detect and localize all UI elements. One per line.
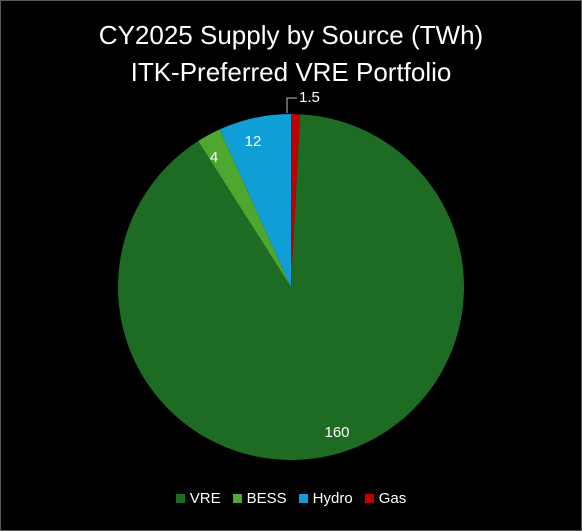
data-label-bess: 4 xyxy=(210,149,218,166)
legend-label-gas: Gas xyxy=(378,490,407,507)
pie-slice-bess xyxy=(198,129,291,287)
legend-swatch-gas xyxy=(364,494,374,503)
legend-swatch-hydro xyxy=(298,494,308,503)
chart-legend: VRE BESS Hydro Gas xyxy=(0,490,582,507)
legend-item-hydro: Hydro xyxy=(298,490,353,507)
legend-item-gas: Gas xyxy=(364,490,407,507)
legend-swatch-bess xyxy=(232,494,242,503)
pie-slice-vre xyxy=(117,114,464,461)
pie-slice-gas xyxy=(291,114,301,287)
legend-item-vre: VRE xyxy=(175,490,221,507)
data-label-hydro: 12 xyxy=(245,133,262,150)
chart-title: CY2025 Supply by Source (TWh) xyxy=(98,20,484,50)
legend-label-vre: VRE xyxy=(189,490,221,507)
chart-subtitle: ITK-Preferred VRE Portfolio xyxy=(130,57,452,87)
legend-swatch-vre xyxy=(175,494,185,503)
data-label-gas: 1.5 xyxy=(299,89,320,106)
leader-line-gas xyxy=(286,97,297,113)
pie-slice-hydro xyxy=(219,114,291,287)
legend-label-hydro: Hydro xyxy=(312,490,353,507)
data-label-vre: 160 xyxy=(324,424,349,441)
legend-item-bess: BESS xyxy=(232,490,287,507)
legend-label-bess: BESS xyxy=(246,490,287,507)
